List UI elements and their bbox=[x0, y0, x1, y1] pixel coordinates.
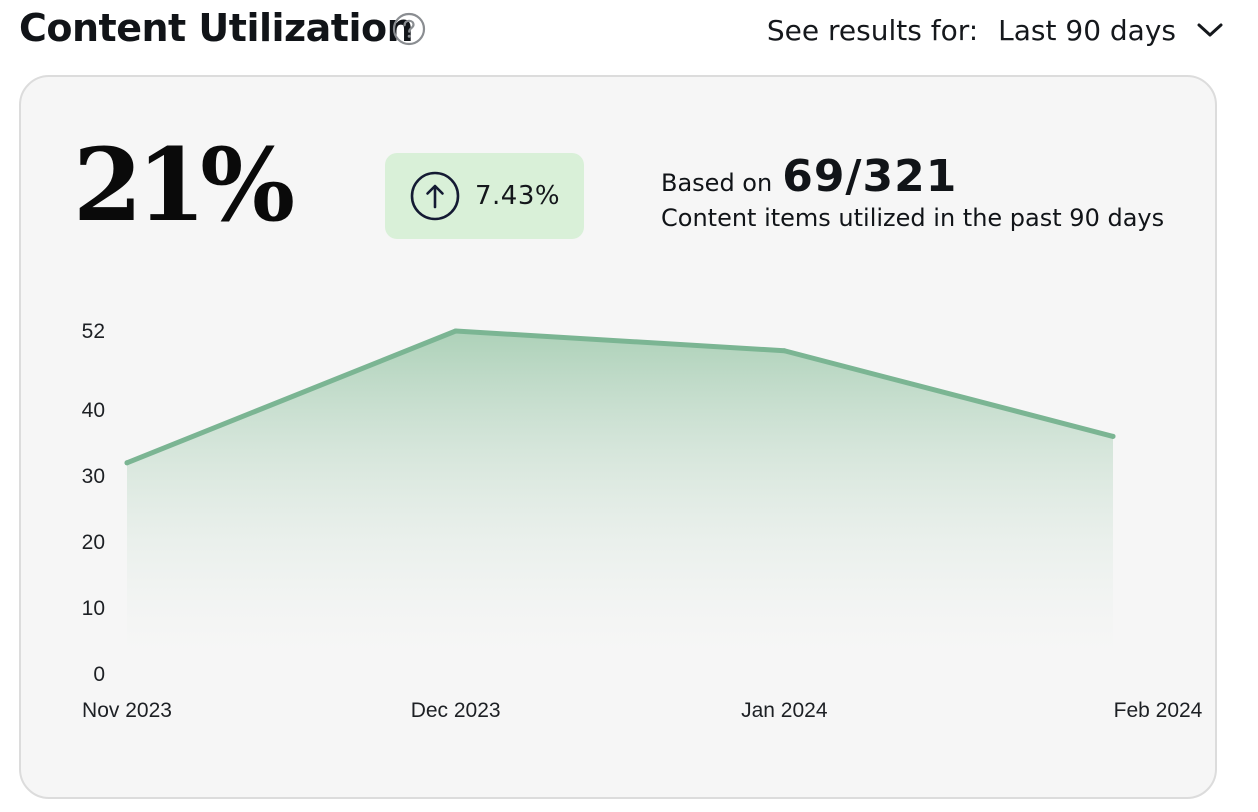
y-tick-label: 30 bbox=[82, 465, 105, 488]
data-point-3 bbox=[1110, 433, 1116, 439]
x-tick-label: Nov 2023 bbox=[82, 699, 172, 722]
based-on-caption: Content items utilized in the past 90 da… bbox=[661, 204, 1165, 232]
arrow-up-circle-icon bbox=[410, 171, 460, 221]
help-question-icon[interactable] bbox=[392, 12, 426, 46]
y-tick-label: 10 bbox=[82, 597, 105, 620]
results-label: See results for: bbox=[766, 13, 979, 47]
based-on-value: 69/321 bbox=[782, 151, 958, 202]
series-area bbox=[127, 331, 1113, 660]
y-tick-label: 40 bbox=[82, 399, 105, 422]
series-line bbox=[124, 328, 1116, 466]
x-tick-label: Feb 2024 bbox=[1114, 699, 1203, 722]
utilization-percent: 21% bbox=[73, 126, 295, 244]
data-point-1 bbox=[453, 328, 459, 334]
x-tick-label: Jan 2024 bbox=[741, 699, 828, 722]
data-point-2 bbox=[781, 348, 787, 354]
data-point-0 bbox=[124, 460, 130, 466]
based-on-label: Based on bbox=[661, 169, 773, 197]
date-range-control: See results for: Last 90 days bbox=[767, 10, 1224, 50]
date-range-dropdown[interactable]: Last 90 days bbox=[998, 14, 1224, 47]
based-on-block: Based on 69/321 Content items utilized i… bbox=[661, 151, 1164, 232]
chevron-down-icon bbox=[1197, 23, 1223, 37]
page-title: Content Utilization bbox=[19, 6, 414, 50]
change-value: 7.43% bbox=[475, 181, 561, 211]
date-range-value: Last 90 days bbox=[998, 13, 1176, 47]
change-badge: 7.43% bbox=[385, 153, 584, 239]
y-tick-label: 0 bbox=[93, 663, 105, 686]
y-tick-label: 52 bbox=[82, 320, 105, 343]
y-tick-label: 20 bbox=[82, 531, 105, 554]
x-tick-label: Dec 2023 bbox=[411, 699, 501, 722]
